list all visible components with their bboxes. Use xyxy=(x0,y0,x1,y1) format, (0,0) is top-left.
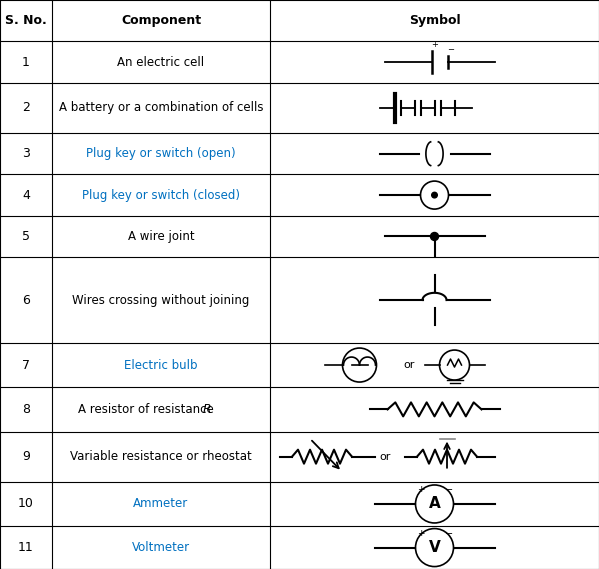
Text: or: or xyxy=(404,360,415,370)
Text: 9: 9 xyxy=(22,450,30,463)
Text: An electric cell: An electric cell xyxy=(117,56,205,69)
Text: 1: 1 xyxy=(22,56,30,69)
Text: V: V xyxy=(429,540,440,555)
Text: 7: 7 xyxy=(22,358,30,372)
Circle shape xyxy=(431,233,438,241)
Text: 4: 4 xyxy=(22,188,30,201)
Text: Variable resistance or rheostat: Variable resistance or rheostat xyxy=(70,450,252,463)
Text: A: A xyxy=(429,497,440,512)
Text: 3: 3 xyxy=(22,147,30,160)
Text: 6: 6 xyxy=(22,294,30,307)
Text: S. No.: S. No. xyxy=(5,14,47,27)
Text: Plug key or switch (closed): Plug key or switch (closed) xyxy=(82,188,240,201)
Circle shape xyxy=(432,192,437,198)
Text: −: − xyxy=(447,45,454,54)
Text: Component: Component xyxy=(121,14,201,27)
Text: +: + xyxy=(417,529,424,538)
Text: −: − xyxy=(446,485,453,495)
Text: Electric bulb: Electric bulb xyxy=(124,358,198,372)
Text: Wires crossing without joining: Wires crossing without joining xyxy=(72,294,250,307)
Text: 8: 8 xyxy=(22,403,30,416)
Text: 5: 5 xyxy=(22,230,30,243)
Text: +: + xyxy=(417,485,424,494)
Text: Ammeter: Ammeter xyxy=(134,497,189,510)
Text: −: − xyxy=(446,529,453,539)
Text: Symbol: Symbol xyxy=(409,14,460,27)
Text: or: or xyxy=(379,452,391,461)
Text: $R$: $R$ xyxy=(202,403,212,416)
Text: 2: 2 xyxy=(22,101,30,114)
Text: +: + xyxy=(431,40,438,49)
Text: A battery or a combination of cells: A battery or a combination of cells xyxy=(59,101,263,114)
Text: Voltmeter: Voltmeter xyxy=(132,541,190,554)
Text: 11: 11 xyxy=(18,541,34,554)
Text: A resistor of resistance: A resistor of resistance xyxy=(78,403,228,416)
Text: 10: 10 xyxy=(18,497,34,510)
Text: A wire joint: A wire joint xyxy=(128,230,194,243)
Text: Plug key or switch (open): Plug key or switch (open) xyxy=(86,147,236,160)
